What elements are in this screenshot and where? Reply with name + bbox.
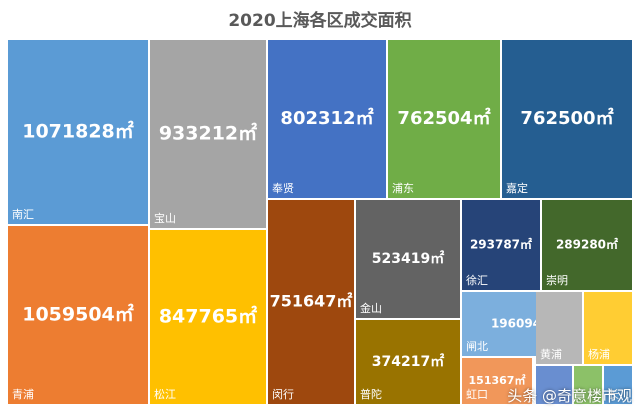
tile-name-label: 浦东 xyxy=(392,182,414,195)
tile-name-label: 闸北 xyxy=(466,340,488,353)
tile-rect xyxy=(388,40,500,198)
tile-rect xyxy=(268,40,386,198)
tile-长: 长 xyxy=(604,366,632,404)
tile-value-label: 1059504㎡ xyxy=(22,303,134,326)
tile-杨浦: 杨浦 xyxy=(584,292,632,364)
tile-value-label: 374217㎡ xyxy=(372,353,444,370)
tile-name-label: 松江 xyxy=(154,387,176,401)
tile-name-label: 崇明 xyxy=(546,274,568,287)
tile-value-label: 762500㎡ xyxy=(520,107,613,129)
tile-rect xyxy=(150,40,266,228)
tile-unnamed-17 xyxy=(574,366,602,404)
tile-rect xyxy=(8,40,148,224)
tile-value-label: 762504㎡ xyxy=(397,107,490,129)
tile-value-label: 847765㎡ xyxy=(159,305,257,328)
tile-name-label: 普陀 xyxy=(360,387,382,401)
tile-rect xyxy=(584,292,632,364)
tile-value-label: 289280㎡ xyxy=(556,237,618,252)
tile-name-label: 南汇 xyxy=(12,208,34,221)
tile-rect xyxy=(356,200,460,318)
tile-value-label: 151367㎡ xyxy=(469,373,526,387)
tile-name-label: 青浦 xyxy=(12,388,34,401)
tile-name-label: 嘉定 xyxy=(506,181,528,195)
tile-rect xyxy=(502,40,632,198)
watermark-text: 头条 @奇意楼市观 xyxy=(507,387,632,405)
tile-rect xyxy=(356,320,460,404)
tile-name-label: 金山 xyxy=(360,301,382,315)
tile-rect xyxy=(8,226,148,404)
tile-value-label: 802312㎡ xyxy=(280,107,373,129)
tile-rect xyxy=(542,200,632,290)
tile-rect xyxy=(150,230,266,404)
tile-value-label: 1071828㎡ xyxy=(22,120,134,143)
tile-value-label: 933212㎡ xyxy=(159,122,257,145)
tile-rect xyxy=(536,292,582,364)
tile-rect xyxy=(462,358,532,404)
chart-title: 2020上海各区成交面积 xyxy=(228,11,412,31)
tile-unnamed-16 xyxy=(536,366,572,404)
tile-name-label: 徐汇 xyxy=(466,273,488,287)
tile-name-label: 黄浦 xyxy=(540,347,562,361)
tile-rect xyxy=(574,366,602,404)
tile-value-label: 523419㎡ xyxy=(372,250,444,267)
tile-rect xyxy=(268,200,354,404)
tile-name-label: 长 xyxy=(608,388,619,401)
tile-name-label: 奉贤 xyxy=(272,181,294,195)
tile-name-label: 虹口 xyxy=(466,388,488,401)
tile-value-label: 751647㎡ xyxy=(270,292,353,311)
tile-rect xyxy=(536,366,572,404)
tile-rect xyxy=(604,366,632,404)
tile-value-label: 293787㎡ xyxy=(470,237,532,252)
tile-黄浦: 黄浦 xyxy=(536,292,582,364)
tile-name-label: 杨浦 xyxy=(588,347,610,361)
tile-name-label: 宝山 xyxy=(154,211,176,225)
tile-name-label: 闵行 xyxy=(272,387,294,401)
tile-rect xyxy=(462,200,540,290)
